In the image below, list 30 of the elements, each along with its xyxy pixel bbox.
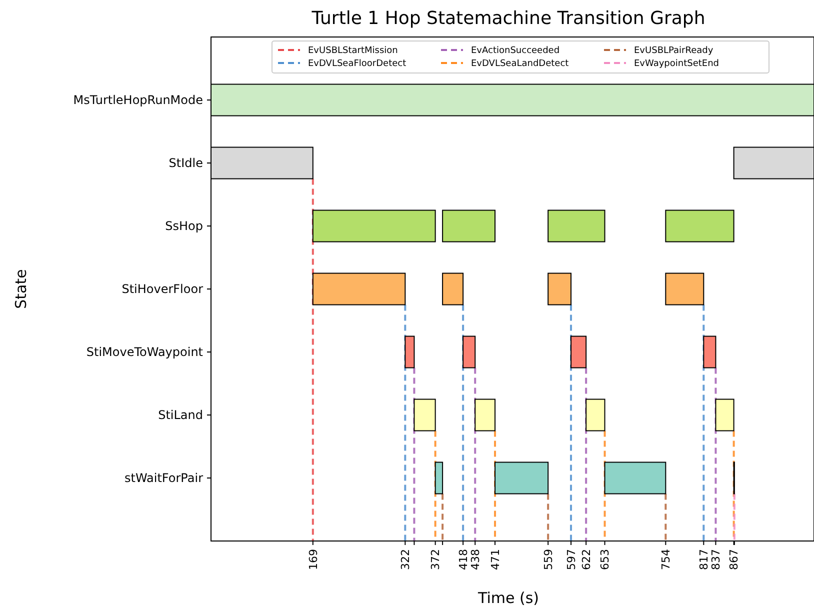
x-tick-label: 559 — [542, 549, 555, 570]
x-tick-label: 322 — [399, 549, 412, 570]
x-tick-label: 169 — [306, 549, 320, 570]
x-tick-label: 438 — [468, 549, 482, 570]
x-tick-label: 622 — [580, 549, 593, 570]
y-tick-label: stWaitForPair — [124, 471, 204, 486]
y-tick-label: StiLand — [158, 408, 203, 422]
x-tick-label: 754 — [660, 549, 673, 570]
x-tick-label: 471 — [488, 549, 502, 570]
y-tick-label: StiMoveToWaypoint — [86, 345, 204, 360]
legend-label: EvUSBLPairReady — [634, 46, 714, 56]
legend-label: EvDVLSeaFloorDetect — [308, 59, 407, 70]
legend-label: EvUSBLStartMission — [308, 46, 398, 56]
legend-label: EvDVLSeaLandDetect — [471, 59, 570, 70]
chart-title: Turtle 1 Hop Statemachine Transition Graph — [310, 8, 706, 29]
x-tick-label: 837 — [710, 549, 723, 570]
x-axis-title: Time (s) — [477, 589, 539, 607]
legend-label: EvWaypointSetEnd — [634, 59, 720, 70]
x-tick-label: 653 — [598, 549, 612, 570]
x-tick-label: 372 — [429, 549, 442, 570]
x-tick-label: 867 — [728, 549, 741, 570]
y-tick-label: StIdle — [168, 156, 203, 170]
y-tick-label: MsTurtleHopRunMode — [73, 93, 203, 108]
y-axis-title: State — [12, 269, 30, 309]
legend-label: EvActionSucceeded — [471, 46, 560, 56]
y-tick-label: StiHoverFloor — [122, 282, 204, 296]
x-tick-label: 597 — [564, 549, 578, 570]
y-tick-label: SsHop — [165, 219, 203, 234]
x-tick-label: 817 — [698, 549, 710, 570]
x-tick-label: 418 — [456, 549, 470, 570]
